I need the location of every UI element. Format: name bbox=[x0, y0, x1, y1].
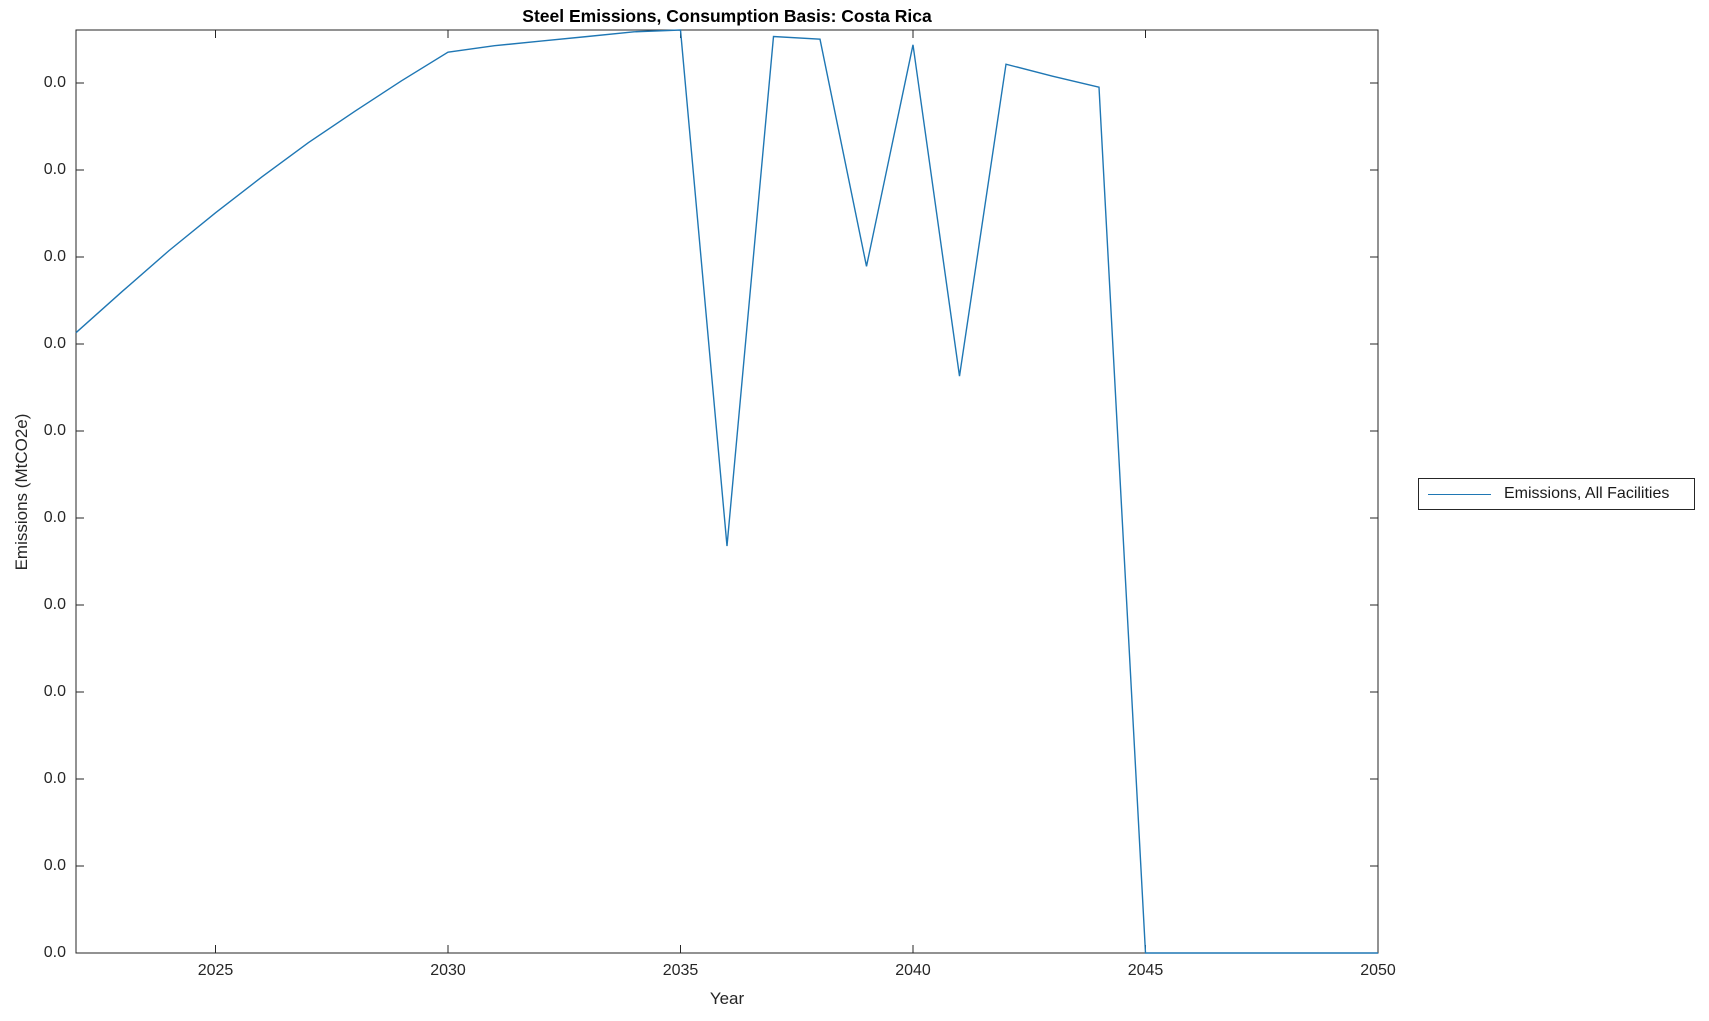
x-tick-label: 2040 bbox=[895, 962, 931, 979]
x-tick-label: 2030 bbox=[430, 962, 466, 979]
y-tick-label: 0.0 bbox=[43, 248, 66, 265]
legend-label: Emissions, All Facilities bbox=[1504, 485, 1670, 502]
x-tick-label: 2035 bbox=[662, 962, 699, 979]
legend: Emissions, All Facilities bbox=[1418, 478, 1695, 510]
x-tick-label: 2025 bbox=[197, 962, 234, 979]
y-tick-label: 0.0 bbox=[43, 770, 66, 787]
x-tick-label: 2045 bbox=[1127, 962, 1164, 979]
chart-title: Steel Emissions, Consumption Basis: Cost… bbox=[522, 6, 932, 26]
y-tick-label: 0.0 bbox=[43, 596, 66, 613]
y-tick-label: 0.0 bbox=[43, 857, 66, 874]
y-tick-label: 0.0 bbox=[43, 944, 66, 961]
y-tick-label: 0.0 bbox=[43, 335, 66, 352]
legend-line-sample bbox=[1428, 493, 1491, 495]
x-tick-label: 2050 bbox=[1360, 962, 1396, 979]
y-tick-label: 0.0 bbox=[43, 161, 66, 178]
y-tick-label: 0.0 bbox=[43, 509, 66, 526]
y-tick-label: 0.0 bbox=[43, 74, 66, 91]
y-tick-label: 0.0 bbox=[43, 422, 66, 439]
axes-box bbox=[75, 29, 1379, 954]
emissions-line bbox=[75, 29, 1378, 954]
y-tick-label: 0.0 bbox=[43, 683, 66, 700]
x-axis-label: Year bbox=[709, 989, 745, 1008]
